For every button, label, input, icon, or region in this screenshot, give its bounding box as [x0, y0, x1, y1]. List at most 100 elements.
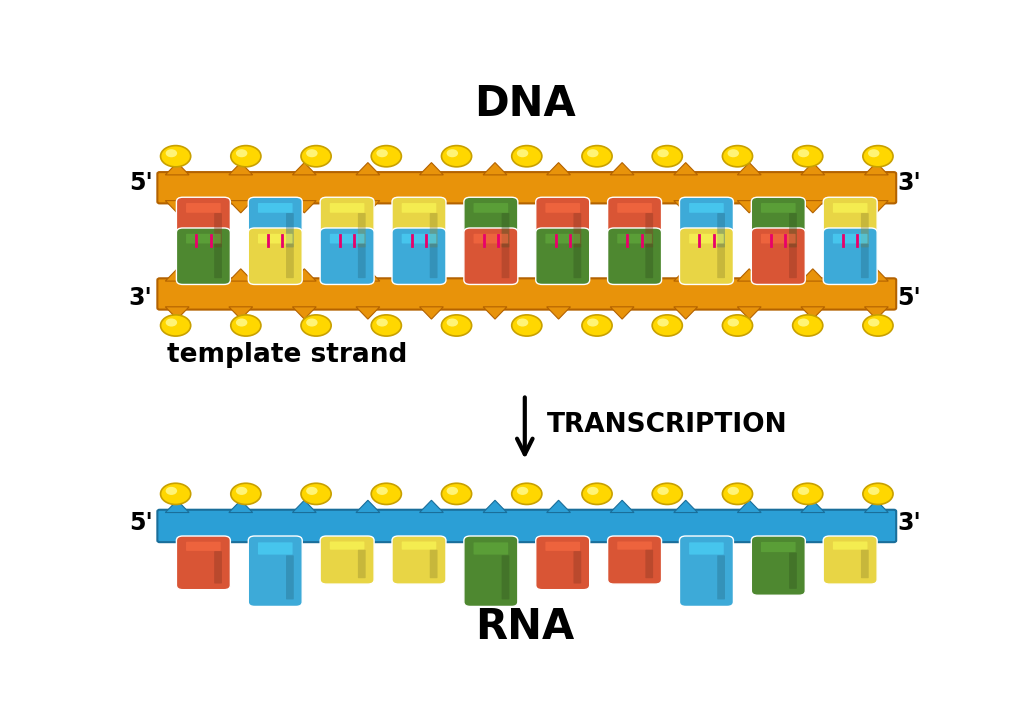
- Polygon shape: [737, 163, 761, 175]
- FancyBboxPatch shape: [502, 244, 509, 278]
- Circle shape: [306, 487, 317, 495]
- Polygon shape: [165, 307, 189, 319]
- FancyBboxPatch shape: [330, 234, 365, 243]
- Polygon shape: [356, 200, 380, 213]
- FancyBboxPatch shape: [717, 213, 725, 248]
- Polygon shape: [610, 500, 634, 513]
- Circle shape: [798, 487, 809, 495]
- Circle shape: [446, 487, 458, 495]
- FancyBboxPatch shape: [680, 228, 733, 285]
- FancyBboxPatch shape: [617, 234, 652, 243]
- FancyBboxPatch shape: [248, 197, 302, 253]
- Polygon shape: [737, 200, 761, 213]
- Circle shape: [166, 150, 177, 158]
- FancyBboxPatch shape: [286, 244, 294, 278]
- FancyBboxPatch shape: [861, 550, 868, 578]
- Circle shape: [863, 315, 893, 336]
- Polygon shape: [420, 307, 443, 319]
- Polygon shape: [483, 307, 507, 319]
- Polygon shape: [420, 200, 443, 213]
- FancyBboxPatch shape: [330, 203, 365, 213]
- FancyBboxPatch shape: [330, 542, 365, 550]
- FancyBboxPatch shape: [689, 542, 724, 555]
- Circle shape: [727, 319, 739, 327]
- Circle shape: [372, 315, 401, 336]
- Polygon shape: [737, 269, 761, 281]
- FancyBboxPatch shape: [186, 234, 221, 243]
- Circle shape: [230, 484, 261, 505]
- Circle shape: [161, 484, 190, 505]
- FancyBboxPatch shape: [176, 197, 230, 253]
- Circle shape: [441, 315, 472, 336]
- FancyBboxPatch shape: [607, 536, 662, 584]
- FancyBboxPatch shape: [357, 244, 366, 278]
- Circle shape: [863, 146, 893, 167]
- Polygon shape: [356, 500, 380, 513]
- FancyBboxPatch shape: [401, 234, 436, 243]
- FancyBboxPatch shape: [248, 536, 302, 606]
- Circle shape: [868, 319, 880, 327]
- Circle shape: [236, 487, 248, 495]
- FancyBboxPatch shape: [823, 197, 878, 253]
- Circle shape: [441, 146, 472, 167]
- Circle shape: [230, 315, 261, 336]
- Polygon shape: [864, 269, 888, 281]
- Circle shape: [446, 319, 458, 327]
- FancyBboxPatch shape: [392, 228, 446, 285]
- FancyBboxPatch shape: [689, 234, 724, 243]
- Polygon shape: [228, 307, 253, 319]
- FancyBboxPatch shape: [680, 536, 733, 606]
- FancyBboxPatch shape: [464, 197, 518, 253]
- Text: 5': 5': [897, 287, 921, 311]
- FancyBboxPatch shape: [430, 550, 437, 578]
- FancyBboxPatch shape: [752, 536, 805, 595]
- FancyBboxPatch shape: [573, 244, 582, 278]
- FancyBboxPatch shape: [573, 551, 582, 584]
- Polygon shape: [165, 500, 189, 513]
- FancyBboxPatch shape: [833, 203, 867, 213]
- Circle shape: [722, 146, 753, 167]
- Circle shape: [652, 315, 682, 336]
- Circle shape: [657, 319, 669, 327]
- Polygon shape: [420, 163, 443, 175]
- Circle shape: [868, 150, 880, 158]
- Circle shape: [793, 484, 823, 505]
- Text: template strand: template strand: [167, 343, 407, 369]
- FancyBboxPatch shape: [823, 228, 878, 285]
- FancyBboxPatch shape: [473, 203, 508, 213]
- FancyBboxPatch shape: [258, 203, 293, 213]
- Polygon shape: [165, 200, 189, 213]
- Polygon shape: [801, 163, 824, 175]
- FancyBboxPatch shape: [790, 552, 797, 589]
- Circle shape: [441, 484, 472, 505]
- Polygon shape: [801, 269, 824, 281]
- Polygon shape: [674, 269, 697, 281]
- Circle shape: [868, 487, 880, 495]
- FancyBboxPatch shape: [430, 244, 437, 278]
- FancyBboxPatch shape: [546, 234, 580, 243]
- Circle shape: [512, 315, 542, 336]
- Text: 5': 5': [129, 511, 153, 535]
- Polygon shape: [610, 163, 634, 175]
- FancyBboxPatch shape: [214, 551, 222, 584]
- Circle shape: [306, 319, 317, 327]
- Polygon shape: [864, 163, 888, 175]
- Text: DNA: DNA: [474, 83, 575, 125]
- FancyBboxPatch shape: [401, 203, 436, 213]
- FancyBboxPatch shape: [752, 228, 805, 285]
- Polygon shape: [293, 200, 316, 213]
- Circle shape: [236, 319, 248, 327]
- FancyBboxPatch shape: [258, 234, 293, 243]
- Circle shape: [863, 484, 893, 505]
- FancyBboxPatch shape: [607, 228, 662, 285]
- Polygon shape: [356, 307, 380, 319]
- Polygon shape: [293, 307, 316, 319]
- Polygon shape: [420, 500, 443, 513]
- FancyBboxPatch shape: [833, 234, 867, 243]
- Circle shape: [377, 487, 388, 495]
- Circle shape: [236, 150, 248, 158]
- FancyBboxPatch shape: [761, 542, 796, 552]
- Polygon shape: [483, 163, 507, 175]
- Circle shape: [517, 319, 528, 327]
- Circle shape: [582, 146, 612, 167]
